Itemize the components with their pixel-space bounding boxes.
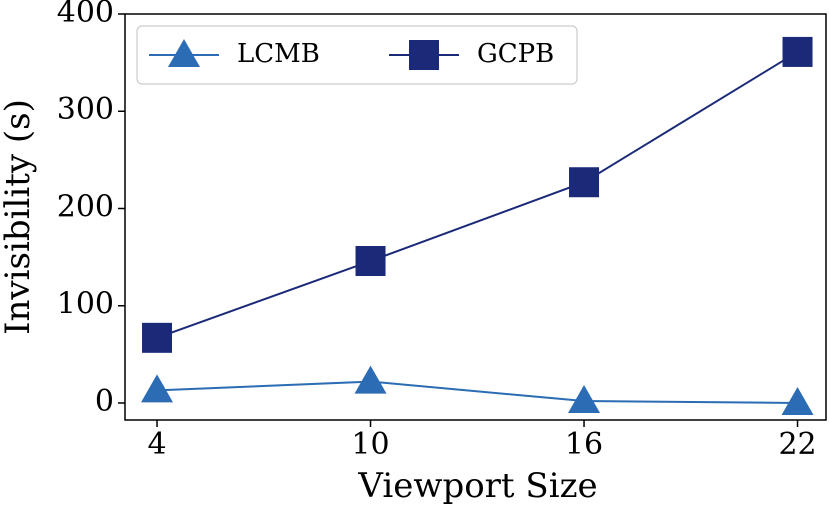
data-point	[782, 36, 813, 67]
legend-label: GCPB	[477, 39, 554, 69]
data-point	[781, 386, 814, 415]
x-axis-label: Viewport Size	[357, 466, 597, 506]
x-tick-label: 16	[565, 427, 603, 462]
y-tick-label: 400	[57, 0, 114, 30]
x-tick-label: 4	[147, 427, 166, 462]
series-line	[156, 380, 798, 404]
plot-frame	[124, 13, 827, 421]
y-axis-label: Invisibility (s)	[0, 99, 38, 335]
series-line	[156, 51, 799, 339]
data-point	[141, 374, 174, 403]
data-point	[569, 167, 600, 198]
x-tick-label: 10	[351, 427, 389, 462]
data-point	[568, 385, 601, 414]
data-point	[142, 322, 173, 353]
y-tick-label: 300	[57, 92, 114, 127]
x-tick-label: 22	[778, 427, 816, 462]
y-tick-label: 100	[57, 287, 114, 322]
legend-marker	[409, 40, 439, 70]
legend-label: LCMB	[237, 39, 320, 69]
y-tick-label: 200	[57, 189, 114, 224]
legend-box	[136, 25, 578, 85]
legend-marker	[168, 39, 200, 67]
data-point	[354, 365, 387, 394]
y-tick-label: 0	[95, 384, 114, 419]
data-point	[355, 246, 386, 277]
